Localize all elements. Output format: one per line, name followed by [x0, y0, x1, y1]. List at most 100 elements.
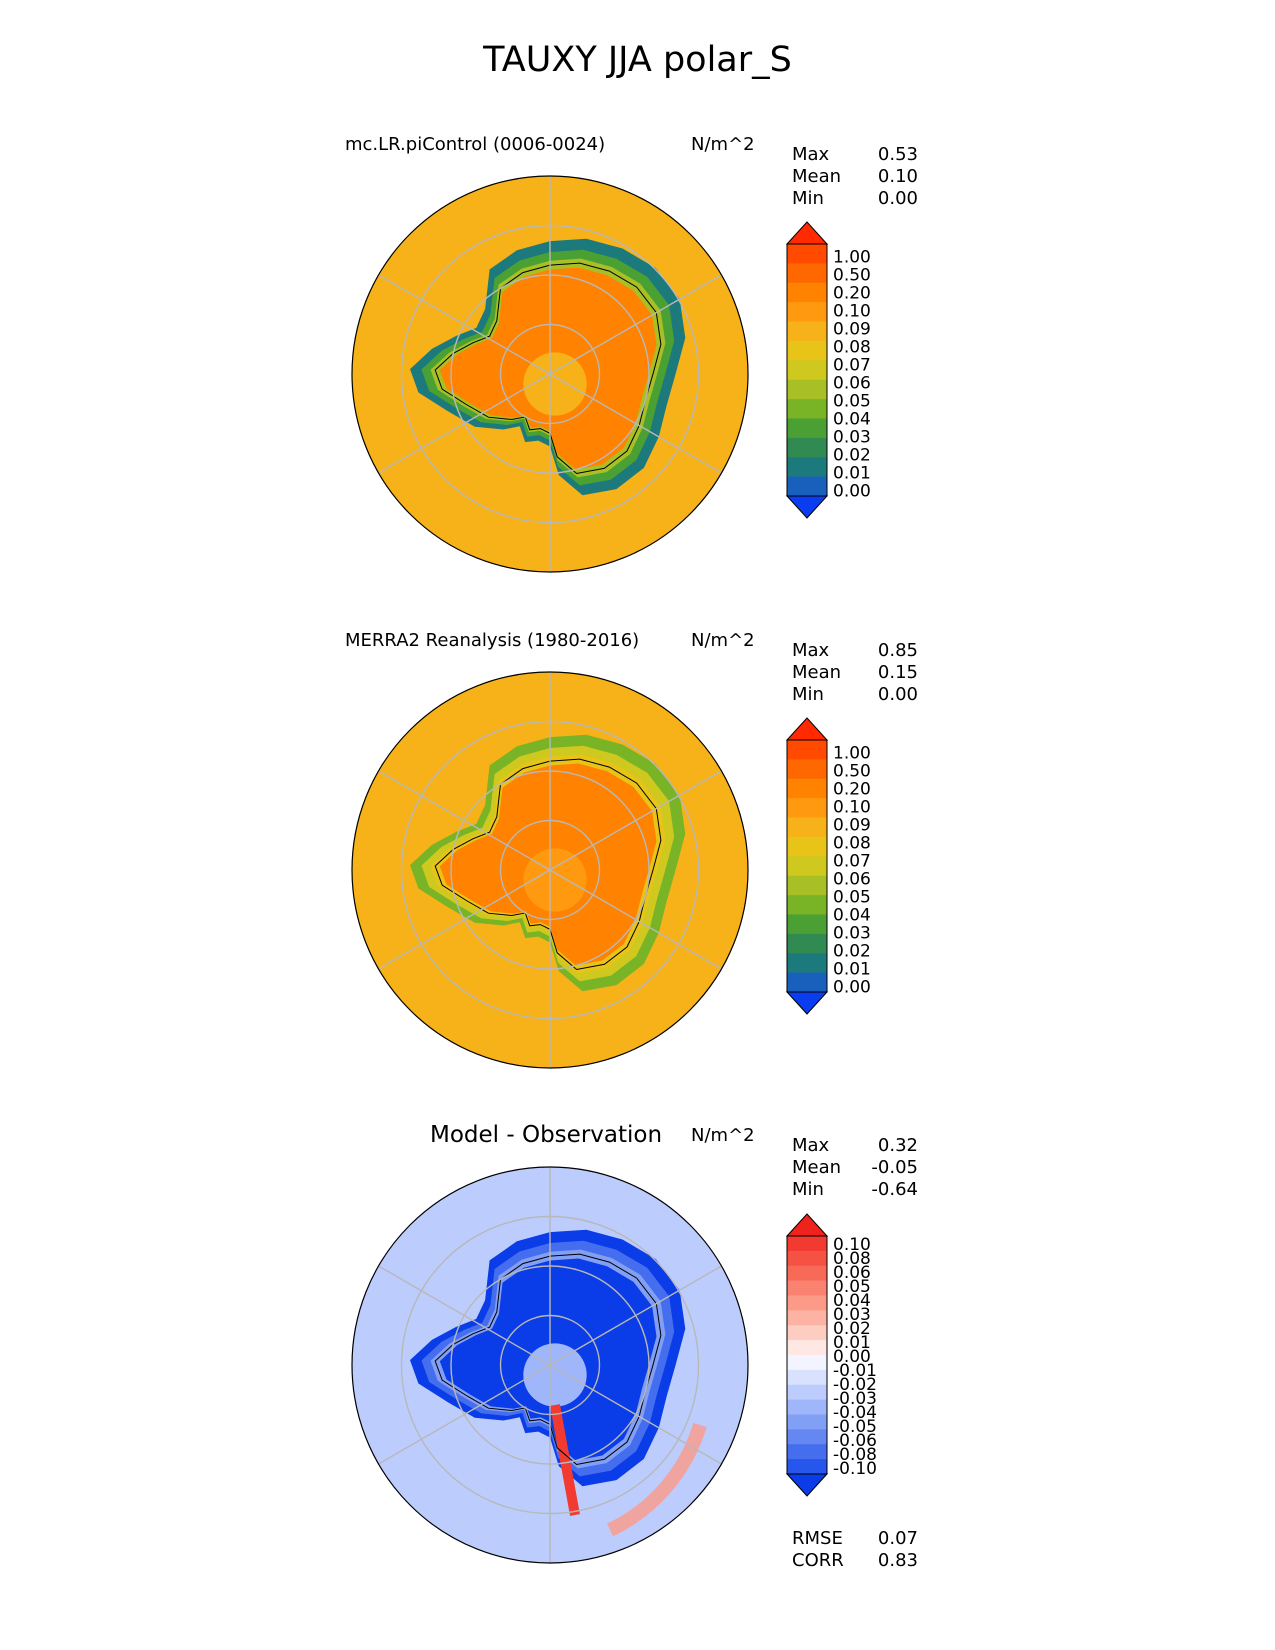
colorbar-segment — [787, 1399, 827, 1415]
panel-2-polar-map — [351, 671, 749, 1069]
colorbar-segment — [787, 1459, 827, 1475]
colorbar-tick-label: 0.03 — [833, 427, 871, 447]
panel-1-colorbar: 1.000.500.200.100.090.080.070.060.050.04… — [785, 221, 871, 519]
colorbar-tick-label: -0.10 — [833, 1459, 877, 1479]
colorbar-tick-label: 1.00 — [833, 247, 871, 267]
colorbar-extend-max — [785, 1213, 829, 1237]
stat-max: Max 0.85 — [792, 640, 918, 661]
colorbar-tick-label: 0.09 — [833, 319, 871, 339]
colorbar-segment — [787, 778, 827, 799]
colorbar-tick-label: 0.10 — [833, 301, 871, 321]
panel-1-stats: Max 0.53 Mean 0.10 Min 0.00 — [792, 144, 918, 210]
colorbar-segment — [787, 972, 827, 993]
colorbar-segment — [787, 263, 827, 284]
map-meridian — [549, 373, 722, 474]
colorbar-tick-label: 0.05 — [833, 391, 871, 411]
panel-2-stats: Max 0.85 Mean 0.15 Min 0.00 — [792, 640, 918, 706]
metric-rmse: RMSE 0.07 — [792, 1528, 918, 1549]
colorbar-tick-label: -0.05 — [833, 1417, 877, 1437]
map-meridian — [549, 274, 722, 375]
colorbar-segment — [787, 875, 827, 896]
panel-3-title: Model - Observation — [430, 1122, 663, 1148]
colorbar-segment — [787, 1325, 827, 1341]
colorbar-segment — [787, 1340, 827, 1356]
colorbar-segment — [787, 740, 827, 760]
colorbar-extend-max — [785, 221, 829, 245]
map-boundary — [351, 671, 749, 1069]
colorbar-segment — [787, 302, 827, 323]
map-meridian — [378, 373, 551, 474]
panel-2-title: MERRA2 Reanalysis (1980-2016) — [345, 630, 640, 651]
map-meridian — [378, 274, 551, 375]
colorbar-tick-label: -0.04 — [833, 1403, 877, 1423]
colorbar-tick-label: 0.07 — [833, 851, 871, 871]
stat-min: Min -0.64 — [792, 1179, 918, 1200]
colorbar-segment — [787, 457, 827, 478]
colorbar-tick-label: 0.03 — [833, 923, 871, 943]
panel-2-units: N/m^2 — [691, 630, 755, 651]
colorbar-tick-label: 0.05 — [833, 1277, 871, 1297]
colorbar-segment — [787, 282, 827, 303]
map-boundary — [351, 175, 749, 573]
map-positive-anomaly-arc — [606, 1422, 707, 1537]
map-meridian — [549, 1364, 722, 1465]
colorbar-tick-label: 0.08 — [833, 337, 871, 357]
colorbar-segment — [787, 817, 827, 838]
colorbar-tick-label: 0.02 — [833, 941, 871, 961]
map-meridian — [378, 1265, 551, 1366]
colorbar-segment — [787, 1280, 827, 1296]
stat-max: Max 0.53 — [792, 144, 918, 165]
colorbar-tick-label: 0.01 — [833, 959, 871, 979]
colorbar-tick-label: 0.10 — [833, 797, 871, 817]
colorbar-tick-label: 0.01 — [833, 1333, 871, 1353]
colorbar-tick-label: 0.08 — [833, 833, 871, 853]
colorbar-segment — [787, 1429, 827, 1445]
panel-1-title: mc.LR.piControl (0006-0024) — [345, 134, 606, 155]
colorbar-segment — [787, 1310, 827, 1326]
panel-3-metrics: RMSE 0.07 CORR 0.83 — [792, 1528, 918, 1572]
colorbar-tick-label: 0.05 — [833, 887, 871, 907]
colorbar-segment — [787, 476, 827, 497]
colorbar-tick-label: 0.02 — [833, 1319, 871, 1339]
colorbar-segment — [787, 1295, 827, 1311]
colorbar-segment — [787, 1250, 827, 1267]
colorbar-segment — [787, 1384, 827, 1401]
colorbar-tick-label: 0.50 — [833, 265, 871, 285]
colorbar-tick-label: 0.09 — [833, 815, 871, 835]
colorbar-extend-min — [785, 991, 829, 1015]
stat-mean: Mean -0.05 — [792, 1157, 918, 1178]
colorbar-segment — [787, 895, 827, 915]
colorbar-tick-label: 0.00 — [833, 481, 871, 501]
stat-max: Max 0.32 — [792, 1135, 918, 1156]
colorbar-segment — [787, 914, 827, 935]
map-coastline — [434, 758, 662, 971]
colorbar-segment — [787, 1355, 827, 1371]
colorbar-frame — [786, 739, 828, 993]
colorbar-tick-label: 0.04 — [833, 409, 871, 429]
colorbar-tick-label: 0.07 — [833, 355, 871, 375]
colorbar-tick-label: -0.06 — [833, 1431, 877, 1451]
colorbar-extend-min — [785, 1473, 829, 1497]
panel-3-stats: Max 0.32 Mean -0.05 Min -0.64 — [792, 1135, 918, 1201]
colorbar-segment — [787, 321, 827, 342]
colorbar-frame — [786, 1235, 828, 1475]
colorbar-segment — [787, 437, 827, 458]
colorbar-segment — [787, 1265, 827, 1282]
panel-3-colorbar: 0.100.080.060.050.040.030.020.010.00-0.0… — [785, 1213, 877, 1497]
colorbar-tick-label: -0.03 — [833, 1389, 877, 1409]
map-meridian — [378, 869, 551, 970]
colorbar-extend-min — [785, 495, 829, 519]
colorbar-segment — [787, 836, 827, 857]
panel-2-colorbar: 1.000.500.200.100.090.080.070.060.050.04… — [785, 717, 871, 1015]
colorbar-tick-label: 0.20 — [833, 779, 871, 799]
stat-min: Min 0.00 — [792, 684, 918, 705]
colorbar-frame — [786, 243, 828, 497]
colorbar-tick-label: 0.20 — [833, 283, 871, 303]
map-meridian — [549, 869, 722, 970]
map-meridian — [549, 1265, 722, 1366]
map-positive-anomaly-streak — [550, 1404, 580, 1516]
colorbar-tick-label: 0.06 — [833, 373, 871, 393]
stat-mean: Mean 0.15 — [792, 662, 918, 683]
colorbar-tick-label: 0.04 — [833, 1291, 871, 1311]
colorbar-segment — [787, 1414, 827, 1430]
